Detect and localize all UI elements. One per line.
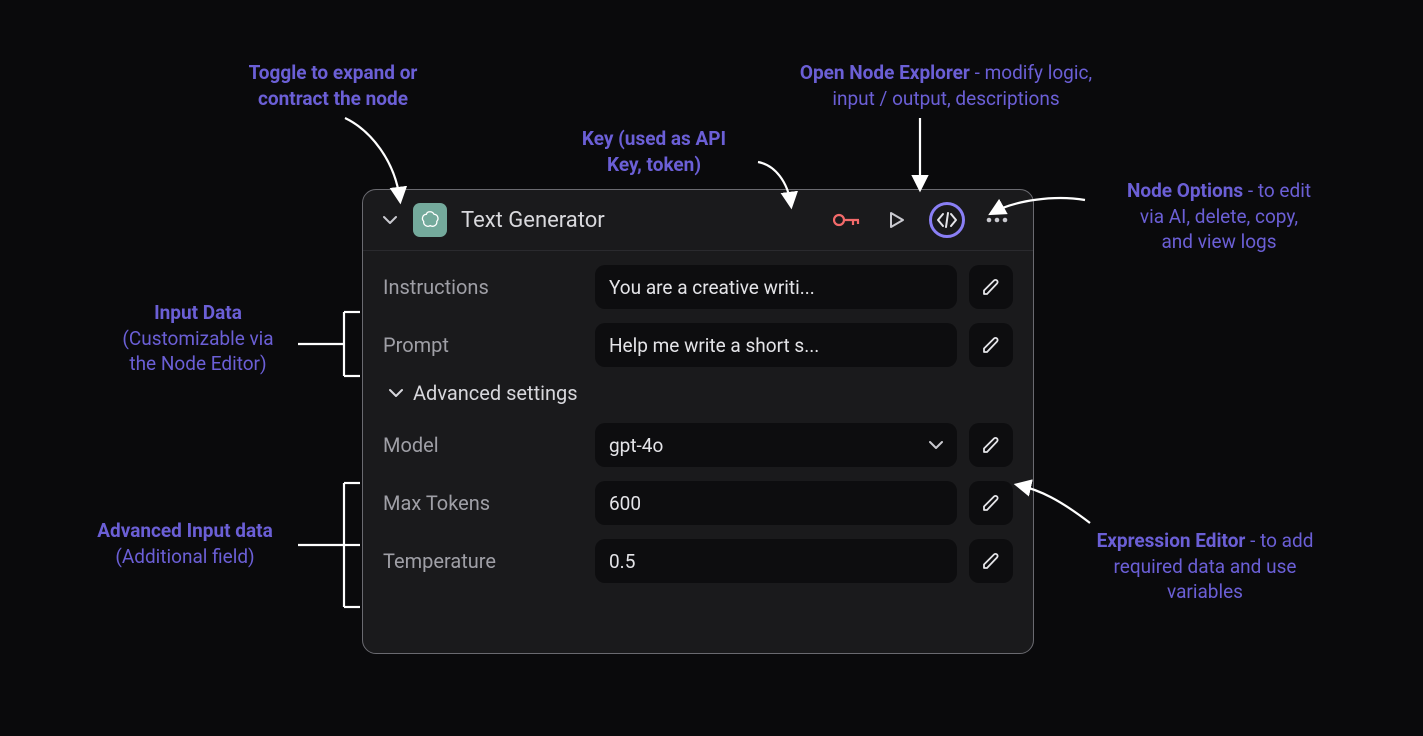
field-value: Help me write a short s...	[609, 334, 819, 357]
annotation-options: Node Options - to edit via AI, delete, c…	[1089, 178, 1349, 255]
field-label: Prompt	[383, 333, 583, 357]
openai-icon	[413, 203, 447, 237]
node-explorer-button[interactable]	[929, 202, 965, 238]
node-header: Text Generator	[363, 190, 1033, 251]
field-row-model: Model gpt-4o	[383, 423, 1013, 467]
text: (Additional field)	[115, 545, 254, 568]
field-value: You are a creative writi...	[609, 276, 815, 299]
run-button[interactable]	[879, 202, 915, 238]
annotation-adv-input: Advanced Input data (Additional field)	[60, 518, 310, 569]
text: (Customizable via	[122, 327, 273, 350]
text: variables	[1167, 580, 1243, 603]
edit-button[interactable]	[969, 423, 1013, 467]
max-tokens-input[interactable]: 600	[595, 481, 957, 525]
annotation-key: Key (used as API Key, token)	[549, 126, 759, 177]
edit-button[interactable]	[969, 265, 1013, 309]
node-options-button[interactable]	[979, 202, 1015, 238]
text: Advanced Input data	[97, 519, 273, 542]
annotation-input-data: Input Data (Customizable via the Node Ed…	[88, 300, 308, 377]
field-label: Temperature	[383, 549, 583, 573]
text: Key (used as API	[582, 127, 726, 150]
text: - to add	[1245, 529, 1313, 552]
annotation-toggle: Toggle to expand or contract the node	[203, 60, 463, 111]
instructions-input[interactable]: You are a creative writi...	[595, 265, 957, 309]
text: Key, token)	[607, 153, 701, 176]
edit-button[interactable]	[969, 323, 1013, 367]
text: - to edit	[1243, 179, 1311, 202]
text: the Node Editor)	[129, 352, 266, 375]
edit-button[interactable]	[969, 481, 1013, 525]
field-label: Max Tokens	[383, 491, 583, 515]
edit-button[interactable]	[969, 539, 1013, 583]
field-row-max-tokens: Max Tokens 600	[383, 481, 1013, 525]
field-row-instructions: Instructions You are a creative writi...	[383, 265, 1013, 309]
collapse-toggle[interactable]	[381, 211, 399, 229]
chevron-down-icon	[929, 440, 943, 450]
text: - modify logic,	[970, 61, 1092, 84]
advanced-label: Advanced settings	[413, 381, 578, 405]
field-value: gpt-4o	[609, 434, 663, 457]
annotation-expression: Expression Editor - to add required data…	[1055, 528, 1355, 605]
node-title: Text Generator	[461, 208, 605, 233]
node-card: Text Generator	[362, 189, 1034, 654]
text: contract the node	[258, 87, 408, 110]
text: Expression Editor	[1097, 529, 1246, 552]
api-key-button[interactable]	[829, 202, 865, 238]
field-label: Instructions	[383, 275, 583, 299]
text: Node Options	[1127, 179, 1243, 202]
field-row-temperature: Temperature 0.5	[383, 539, 1013, 583]
prompt-input[interactable]: Help me write a short s...	[595, 323, 957, 367]
node-body: Instructions You are a creative writi...…	[363, 251, 1033, 617]
advanced-toggle[interactable]: Advanced settings	[389, 381, 1013, 405]
field-row-prompt: Prompt Help me write a short s...	[383, 323, 1013, 367]
field-label: Model	[383, 433, 583, 457]
annotation-explorer: Open Node Explorer - modify logic, input…	[746, 60, 1146, 111]
model-select[interactable]: gpt-4o	[595, 423, 957, 467]
text: Input Data	[154, 301, 242, 324]
text: Toggle to expand or	[249, 61, 418, 84]
text: required data and use	[1114, 555, 1297, 578]
text: input / output, descriptions	[832, 87, 1059, 110]
text: Open Node Explorer	[800, 61, 970, 84]
field-value: 600	[609, 492, 641, 515]
text: via AI, delete, copy,	[1140, 205, 1298, 228]
text: and view logs	[1161, 230, 1276, 253]
field-value: 0.5	[609, 550, 635, 573]
temperature-input[interactable]: 0.5	[595, 539, 957, 583]
